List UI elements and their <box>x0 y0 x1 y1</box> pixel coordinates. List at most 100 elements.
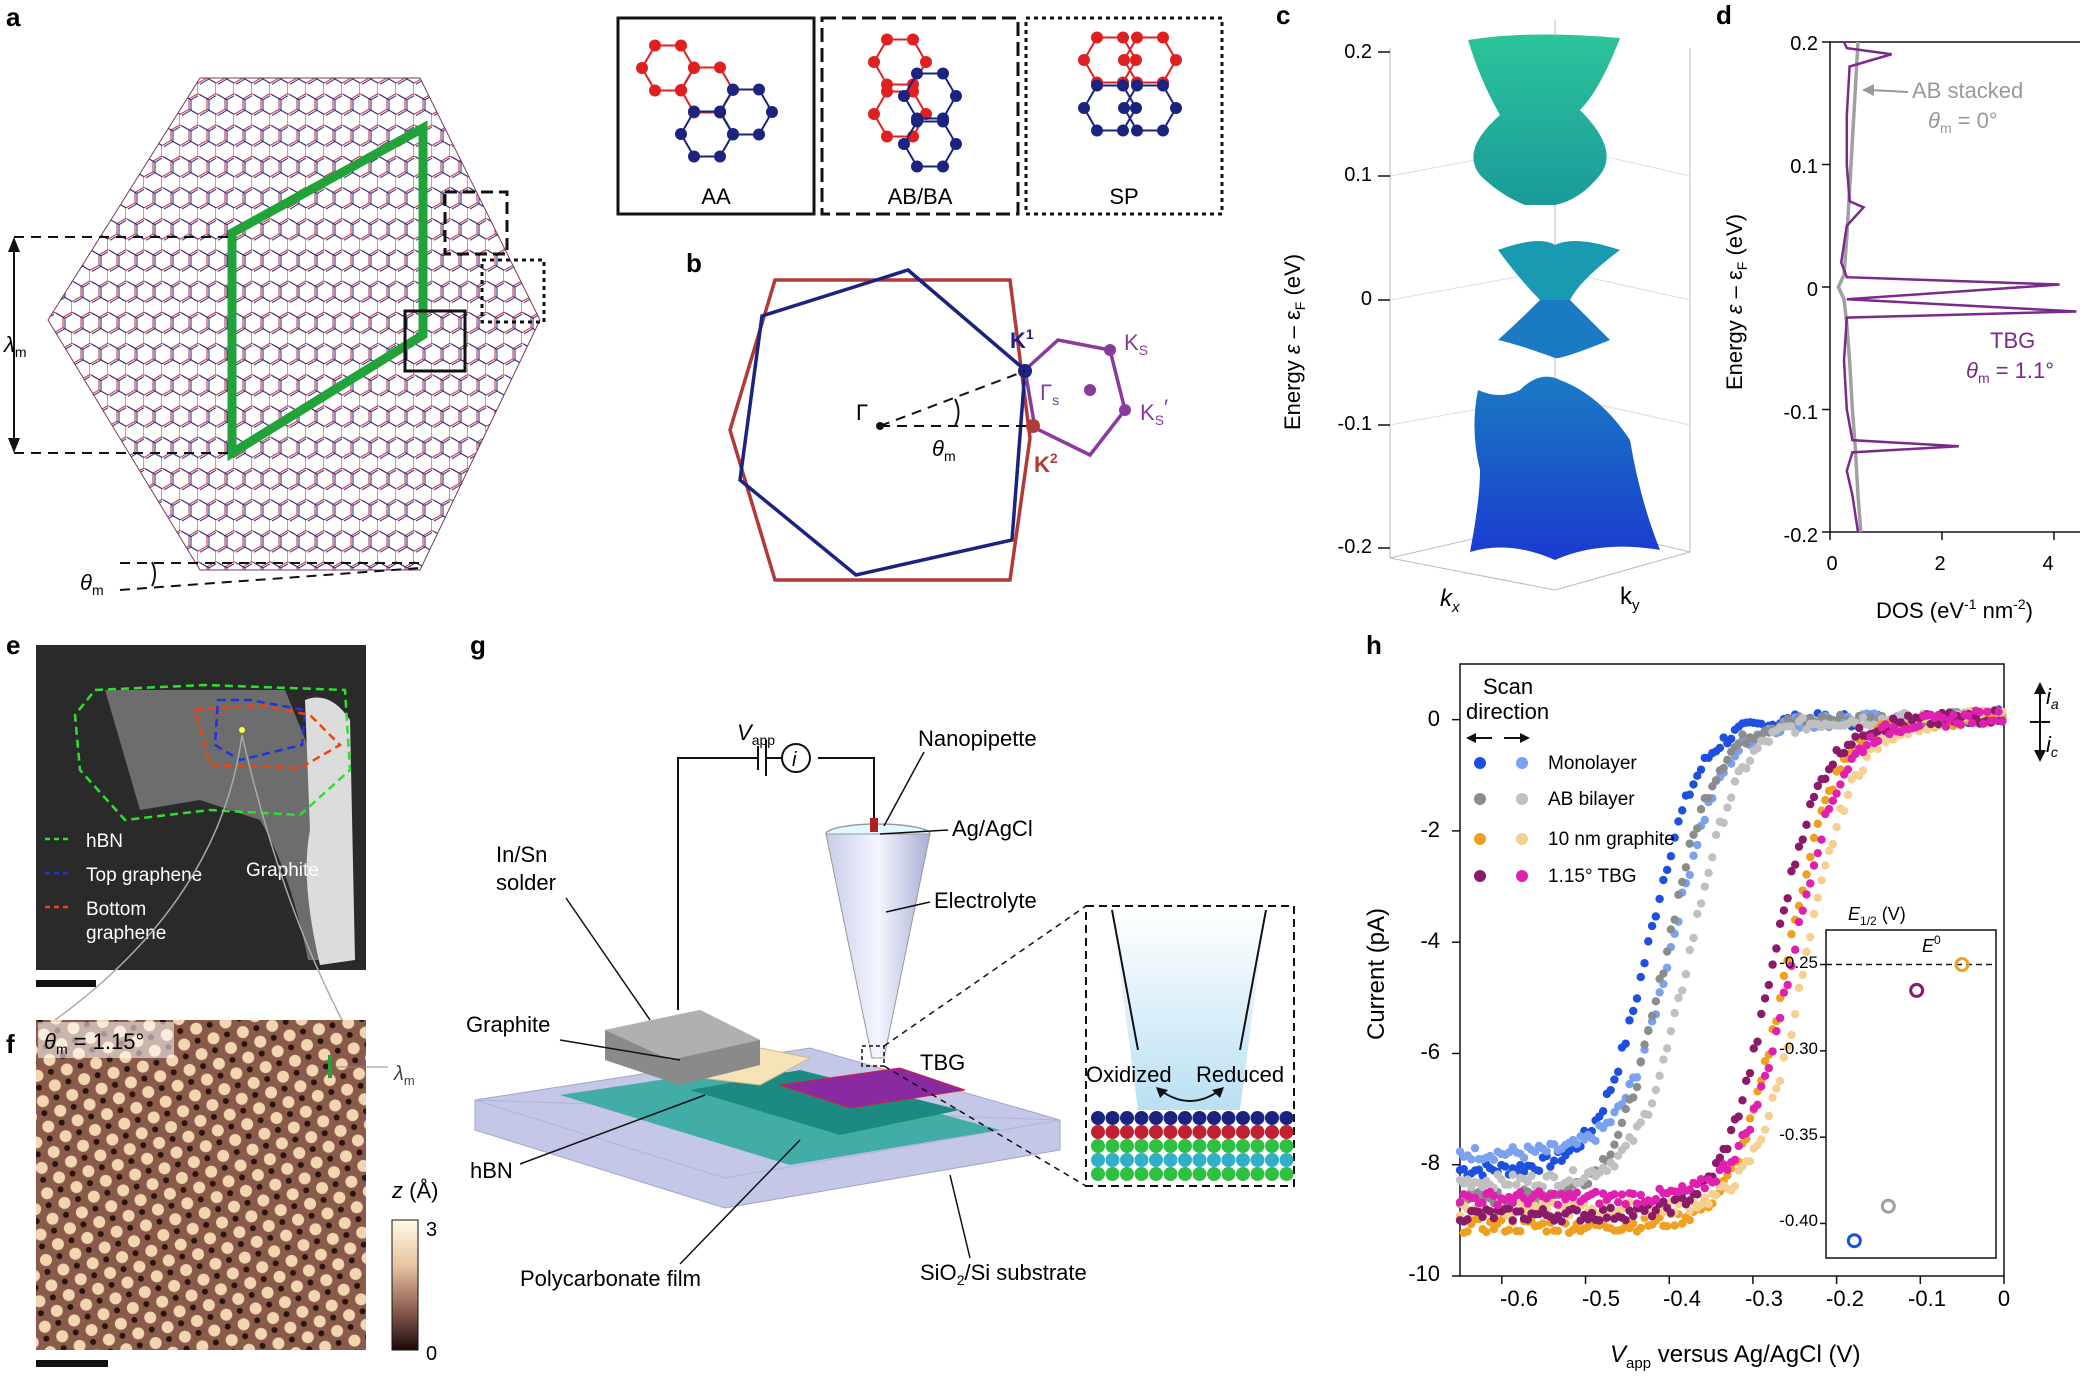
h-data-point <box>1757 719 1766 729</box>
sp-blue-hex-atom <box>1130 102 1142 114</box>
ab-blue-hex-atom <box>911 160 923 173</box>
aa-blue-hex-atom <box>727 128 739 140</box>
sp-blue-hex-atom <box>1091 124 1103 137</box>
h-data-point <box>1975 707 1984 717</box>
ab-region-box <box>443 190 509 256</box>
h-data-point <box>1459 1164 1468 1174</box>
stack-label-sp: SP <box>1109 184 1138 209</box>
h-data-point <box>1711 1191 1721 1200</box>
h-data-point <box>1828 839 1838 849</box>
h-ylabel: Current (pA) <box>1363 908 1390 1040</box>
h-data-point <box>1723 755 1732 765</box>
sp-blue-hex-atom <box>1091 79 1103 92</box>
interface-atom <box>1178 1125 1192 1139</box>
h-data-point <box>1806 852 1815 862</box>
h-data-point <box>1659 1197 1668 1206</box>
aa-red-hex-atom <box>636 62 648 74</box>
interface-atom <box>1279 1139 1294 1153</box>
h-data-point <box>1719 763 1728 773</box>
h-legend-dot <box>1516 833 1528 845</box>
legend-hbn: hBN <box>86 831 123 852</box>
h-data-point <box>1636 1223 1645 1233</box>
h-data-point <box>1790 728 1800 738</box>
h-inset-e0: E0 <box>1922 933 1941 956</box>
h-data-point <box>1553 1226 1563 1236</box>
h-data-point <box>1760 1071 1770 1081</box>
interface-atom <box>1163 1111 1178 1125</box>
h-data-point <box>1828 796 1838 805</box>
insn-label-1: In/Sn <box>496 842 547 867</box>
ks-prime-label: KS′ <box>1140 395 1168 428</box>
k2-point <box>1026 419 1040 433</box>
h-data-point <box>1489 1191 1499 1201</box>
h-data-point <box>1636 972 1645 982</box>
interface-atom <box>1250 1153 1265 1167</box>
h-data-point <box>1855 723 1864 733</box>
h-data-point <box>1836 780 1845 789</box>
theta-guide-2 <box>119 567 421 591</box>
h-data-point <box>1824 804 1834 814</box>
insn-label-2: solder <box>496 870 556 895</box>
gamma-s-point <box>1084 384 1096 396</box>
panel-f: θm = 1.15° λm z (Å) 3 0 <box>36 1020 438 1367</box>
ia-label: ia <box>2046 684 2059 712</box>
agcl-label: Ag/AgCl <box>952 816 1033 841</box>
h-data-point <box>1542 1147 1551 1156</box>
h-data-point <box>1696 899 1706 908</box>
h-data-point <box>1519 1153 1529 1162</box>
interface-atom <box>1149 1125 1163 1139</box>
h-data-point <box>1568 1165 1578 1175</box>
interface-atom <box>1163 1167 1178 1181</box>
h-data-point <box>1794 983 1804 993</box>
h-data-point <box>1621 1200 1630 1209</box>
h-data-point <box>1828 760 1838 769</box>
h-data-point <box>1629 1093 1638 1102</box>
h-data-point <box>1858 747 1868 757</box>
stack-label-aa: AA <box>701 184 731 209</box>
h-data-point <box>1666 851 1676 861</box>
interface-atom <box>1236 1125 1250 1139</box>
stack-box-sp <box>1024 16 1224 216</box>
interface-atom <box>1105 1153 1120 1167</box>
h-data-point <box>1478 1198 1487 1207</box>
h-data-point <box>1647 1099 1657 1108</box>
h-data-point <box>1470 1143 1480 1153</box>
panel-h-chart: 0 -2 -4 -6 -8 -10 -0.6 -0.5 -0.4 -0.3 -0… <box>1363 663 2059 1372</box>
aa-blue-hex-atom <box>714 150 726 163</box>
band-flat-lower <box>1498 300 1610 359</box>
h-data-point <box>1768 1093 1777 1102</box>
interface-atom <box>1091 1153 1105 1167</box>
h-data-point <box>1745 1068 1755 1078</box>
ab-red-hex-atom <box>881 85 893 98</box>
h-data-point <box>1726 734 1736 744</box>
h-data-point <box>1787 722 1796 731</box>
h-data-point <box>1666 925 1676 934</box>
sp-red-hex-atom <box>1117 31 1129 44</box>
sio2-label: SiO2/Si substrate <box>920 1260 1087 1288</box>
h-data-point <box>1866 732 1875 742</box>
ammeter <box>781 743 811 773</box>
svg-text:-0.6: -0.6 <box>1500 1286 1538 1311</box>
svg-text:0.1: 0.1 <box>1790 156 1818 178</box>
legend-top-graphene: Top graphene <box>86 865 202 886</box>
h-data-point <box>1711 830 1721 840</box>
h-data-point <box>1549 1189 1559 1199</box>
h-inset-point <box>1954 957 1970 973</box>
h-data-point <box>1745 1125 1755 1134</box>
interface-atom <box>1149 1153 1163 1167</box>
h-inset-point <box>1880 1198 1896 1214</box>
h-legend-dot <box>1516 870 1528 882</box>
h-data-point <box>1809 833 1819 843</box>
h-data-point <box>1482 1227 1491 1237</box>
aa-red-hex-atom <box>714 61 726 74</box>
h-legend-tbg: 1.15° TBG <box>1548 866 1637 887</box>
h-data-point <box>1508 1198 1517 1207</box>
h-data-point <box>1613 1130 1623 1140</box>
h-data-point <box>1678 877 1687 887</box>
h-data-point <box>1632 1082 1642 1092</box>
electrolyte-region <box>1112 910 1266 1110</box>
interface-atom <box>1120 1125 1134 1139</box>
z-max: 3 <box>426 1219 437 1241</box>
h-data-point <box>1632 1073 1642 1082</box>
d-ab-theta: θm = 0° <box>1928 108 1998 136</box>
